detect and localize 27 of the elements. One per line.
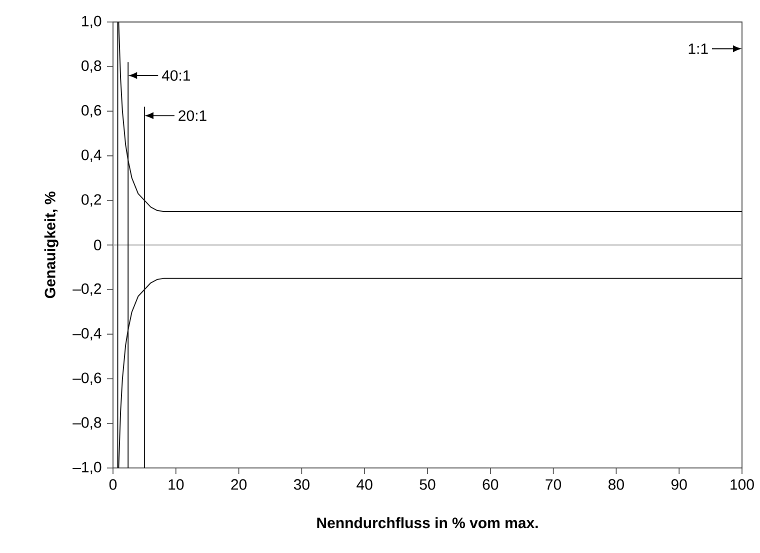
y-tick-label: 0,4 [82, 150, 102, 162]
x-tick-label: 60 [482, 479, 498, 490]
x-axis-title: Nenndurchfluss in % vom max. [317, 517, 538, 528]
x-tick-label: 40 [356, 479, 372, 490]
x-tick-label: 50 [420, 479, 436, 490]
y-tick-label: –0,6 [72, 372, 102, 385]
y-tick-label: –0,2 [72, 283, 102, 296]
x-tick-label: 80 [608, 479, 624, 490]
x-tick-label: 20 [231, 479, 247, 490]
y-tick-label: 0 [94, 240, 102, 250]
y-tick-label: –0,8 [72, 417, 102, 430]
y-axis-title: Genauigkeit, % [44, 192, 58, 298]
x-tick-label: 70 [546, 479, 562, 490]
annotation: 40:1 [162, 70, 190, 81]
x-tick-label: 30 [294, 479, 310, 490]
y-tick-label: –0,4 [72, 328, 102, 340]
x-tick-label: 0 [109, 479, 117, 490]
x-tick-label: 100 [730, 479, 754, 490]
annotation: 1:1 [688, 44, 708, 54]
x-tick-label: 90 [671, 479, 687, 490]
y-tick-label: 0,8 [82, 60, 102, 73]
y-tick-label: 1,0 [82, 16, 102, 28]
y-tick-label: 0,2 [82, 194, 102, 207]
y-tick-label: –1,0 [72, 462, 102, 474]
x-tick-label: 10 [168, 479, 184, 490]
y-tick-label: 0,6 [82, 104, 102, 118]
annotation: 20:1 [178, 110, 206, 121]
